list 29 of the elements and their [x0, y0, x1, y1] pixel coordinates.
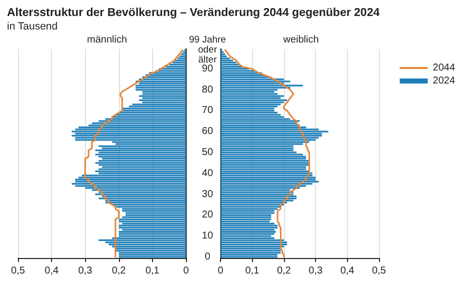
y-tick-label: 80 [202, 84, 214, 96]
y-tick-label: 99 Jahre oder älter [188, 34, 226, 66]
x-tick-label: 0,1 [145, 266, 160, 276]
y-tick-label: 50 [202, 146, 214, 158]
x-tick-label: 0,3 [78, 266, 93, 276]
x-tick-label: 0,5 [372, 266, 386, 276]
legend-label: 2044 [432, 62, 456, 74]
x-axis-title: weiblich [282, 34, 319, 46]
chart-title: Altersstruktur der Bevölkerung – Veränderung 2044 gegenüber 2024 [7, 7, 380, 19]
y-tick-label: 90 [202, 63, 214, 74]
x-tick-label: 0 [218, 266, 224, 276]
x-tick-label: 0 [183, 266, 190, 276]
y-tick-label: 70 [202, 105, 214, 116]
legend-label: 2024 [432, 76, 456, 86]
x-tick-label: 0,5 [11, 266, 26, 276]
y-tick-label: 10 [202, 230, 214, 242]
x-tick-label: 0,1 [245, 266, 260, 276]
x-tick-label: 0,2 [112, 266, 126, 276]
chart-subtitle: in Tausend [7, 20, 58, 32]
x-axis-title: männlich [86, 34, 128, 46]
y-tick-label: 20 [202, 210, 214, 221]
y-tick-label: 60 [202, 126, 214, 138]
x-tick-label: 0,3 [308, 266, 323, 276]
x-tick-label: 0,2 [276, 266, 292, 276]
y-tick-label: 30 [202, 188, 214, 200]
y-tick-label: 0 [204, 251, 211, 262]
x-tick-label: 0,4 [340, 266, 355, 276]
x-tick-label: 0,4 [44, 266, 59, 276]
y-tick-label: 40 [202, 168, 214, 179]
